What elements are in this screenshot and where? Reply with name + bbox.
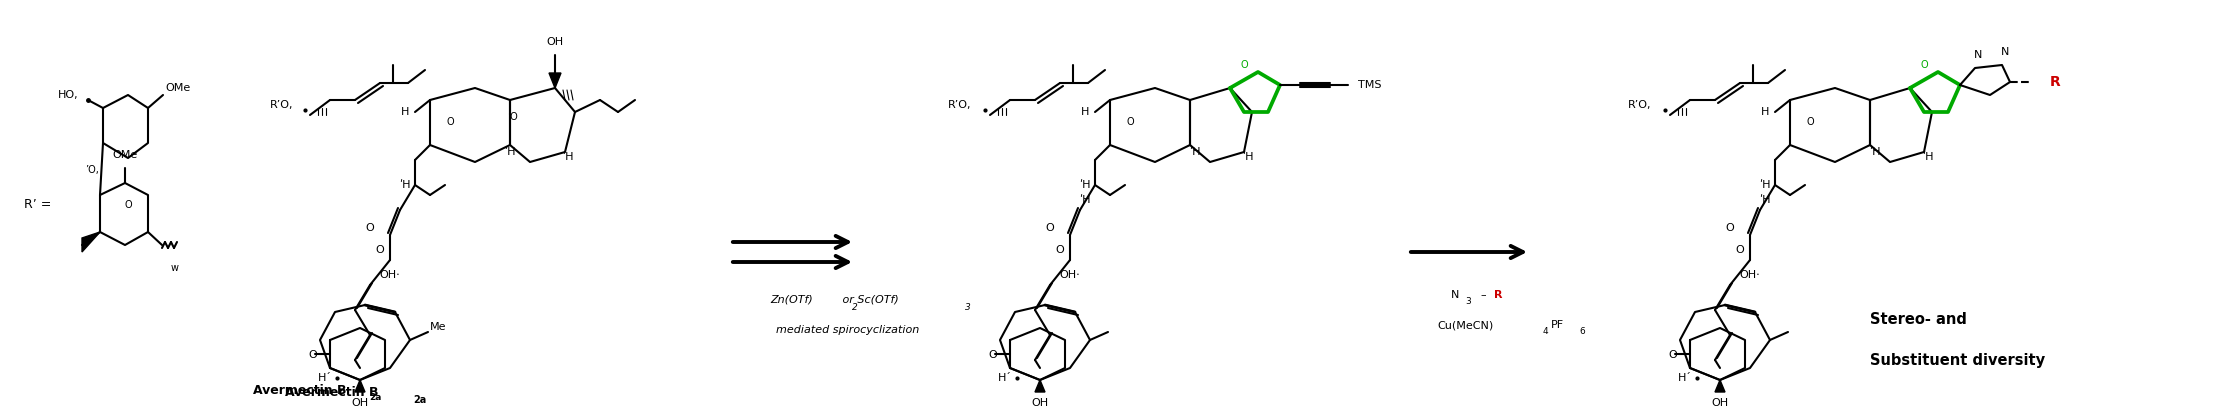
Text: O: O <box>1726 223 1735 233</box>
Polygon shape <box>1715 380 1724 392</box>
Text: R’O,: R’O, <box>1629 100 1651 110</box>
Text: O: O <box>376 245 385 255</box>
Polygon shape <box>354 380 365 392</box>
Text: O: O <box>989 350 998 360</box>
Text: ʹH: ʹH <box>398 180 412 190</box>
Text: Avermectin B: Avermectin B <box>252 383 347 396</box>
Text: Me: Me <box>429 322 447 332</box>
Text: 4: 4 <box>1542 328 1547 337</box>
Text: R’O,: R’O, <box>947 100 972 110</box>
Text: 3: 3 <box>965 302 972 311</box>
Text: O: O <box>447 117 454 127</box>
Text: 3: 3 <box>1465 298 1472 306</box>
Text: Hˊ: Hˊ <box>998 373 1011 383</box>
Text: Cu(MeCN): Cu(MeCN) <box>1436 320 1494 330</box>
Text: O: O <box>1921 60 1928 70</box>
Text: OH⋅: OH⋅ <box>1739 270 1759 280</box>
Text: O: O <box>124 200 133 210</box>
Text: Substituent diversity: Substituent diversity <box>1870 352 2045 368</box>
Text: N: N <box>1452 290 1458 300</box>
Text: Hˊ: Hˊ <box>1677 373 1693 383</box>
Text: ʹH: ʹH <box>1188 147 1202 157</box>
Text: R: R <box>1494 290 1503 300</box>
Text: O: O <box>365 223 374 233</box>
Text: H: H <box>1762 107 1768 117</box>
Text: ’O,: ’O, <box>84 165 100 175</box>
Text: O: O <box>1126 117 1133 127</box>
Text: w: w <box>170 263 179 273</box>
Text: ʹH: ʹH <box>1870 147 1881 157</box>
Text: OH: OH <box>1711 398 1728 407</box>
Text: ʹH: ʹH <box>1241 152 1255 162</box>
Text: ʹH: ʹH <box>1759 195 1770 205</box>
Text: N: N <box>2001 47 2009 57</box>
Text: ʹH: ʹH <box>1080 195 1091 205</box>
Text: R: R <box>2049 75 2060 89</box>
Text: O: O <box>1045 223 1053 233</box>
Text: OH⋅: OH⋅ <box>381 270 401 280</box>
Polygon shape <box>549 73 562 88</box>
Text: OMe: OMe <box>166 83 190 93</box>
Text: –: – <box>1480 290 1485 300</box>
Text: 2: 2 <box>852 302 859 311</box>
Text: Stereo- and: Stereo- and <box>1870 313 1967 328</box>
Text: H: H <box>401 107 409 117</box>
Text: ʹH: ʹH <box>505 147 516 157</box>
Text: OMe: OMe <box>113 150 137 160</box>
Text: Zn(OTf): Zn(OTf) <box>770 295 814 305</box>
Text: ʹH: ʹH <box>1923 152 1934 162</box>
Text: ’O: ’O <box>507 112 518 122</box>
Text: O: O <box>1056 245 1064 255</box>
Text: mediated spirocyclization: mediated spirocyclization <box>777 325 921 335</box>
Text: OH: OH <box>352 398 370 407</box>
Text: N: N <box>1974 50 1983 60</box>
Text: OH: OH <box>1031 398 1049 407</box>
Text: OH: OH <box>547 37 564 47</box>
Text: O: O <box>1735 245 1744 255</box>
Text: R’O,: R’O, <box>270 100 294 110</box>
Text: ʹH: ʹH <box>562 152 573 162</box>
Text: ʹH: ʹH <box>1759 180 1770 190</box>
Text: O: O <box>1806 117 1815 127</box>
Text: TMS: TMS <box>1359 80 1381 90</box>
Text: H: H <box>1080 107 1089 117</box>
Text: or Sc(OTf): or Sc(OTf) <box>839 295 898 305</box>
Text: 2a: 2a <box>370 392 381 401</box>
Polygon shape <box>82 232 100 252</box>
Polygon shape <box>1036 380 1045 392</box>
Text: R’ =: R’ = <box>24 199 51 212</box>
Text: OH⋅: OH⋅ <box>1060 270 1080 280</box>
Text: Avermectin B: Avermectin B <box>285 387 378 400</box>
Text: Hˊ: Hˊ <box>319 373 332 383</box>
Text: 2a: 2a <box>414 395 427 405</box>
Text: PF: PF <box>1551 320 1565 330</box>
Text: O: O <box>308 350 316 360</box>
Text: O: O <box>1669 350 1677 360</box>
Text: ʹH: ʹH <box>1080 180 1091 190</box>
Text: 6: 6 <box>1580 328 1585 337</box>
Text: O: O <box>1239 60 1248 70</box>
Text: HO,: HO, <box>58 90 77 100</box>
